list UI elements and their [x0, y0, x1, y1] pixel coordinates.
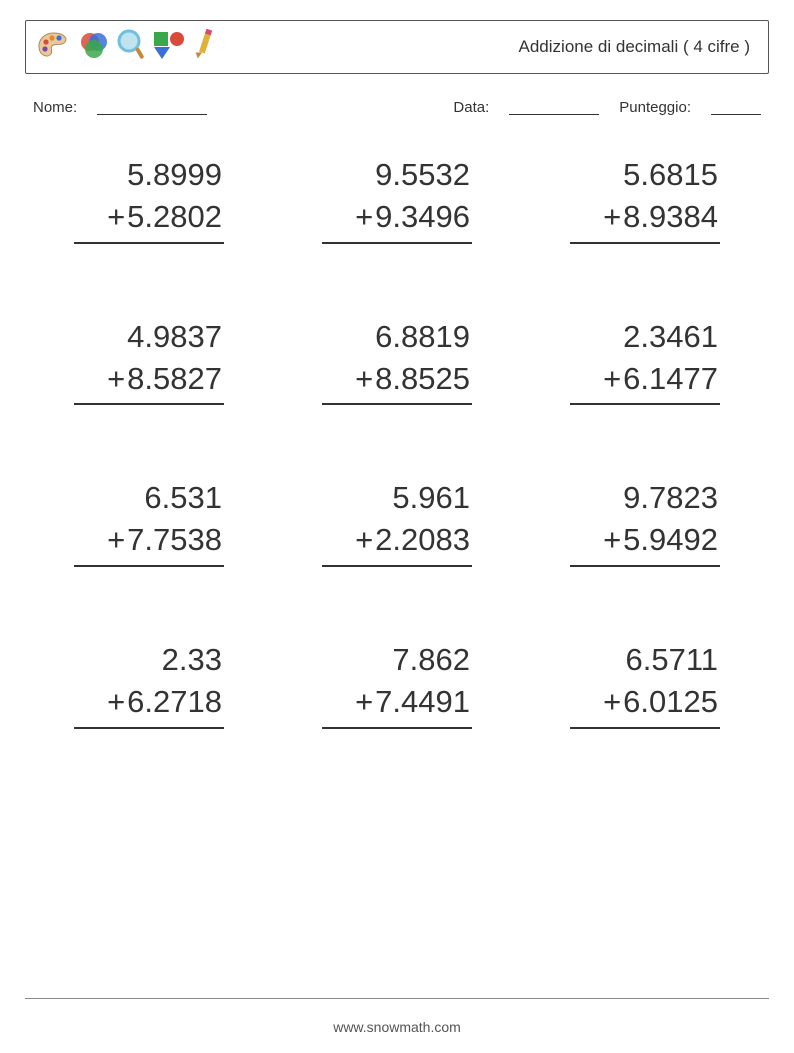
- answer-rule: [74, 242, 224, 244]
- problem-top: 6.5711: [625, 639, 720, 681]
- answer-rule: [570, 727, 720, 729]
- problem: 5.6815+8.9384: [570, 154, 720, 244]
- problem: 2.33 +6.2718: [74, 639, 224, 729]
- problem-operator: +: [603, 519, 621, 561]
- problem-bottom: 7.4491: [375, 681, 470, 723]
- problem-operator: +: [355, 519, 373, 561]
- answer-rule: [322, 565, 472, 567]
- answer-rule: [570, 242, 720, 244]
- answer-rule: [74, 565, 224, 567]
- date-label: Data:: [453, 99, 489, 116]
- answer-rule: [570, 403, 720, 405]
- problem-bottom: 5.2802: [127, 196, 222, 238]
- problem-bottom: 5.9492: [623, 519, 718, 561]
- venn-icon: [78, 30, 110, 65]
- problem: 9.7823+5.9492: [570, 477, 720, 567]
- name-label: Nome:: [33, 99, 77, 116]
- problem: 4.9837+8.5827: [74, 316, 224, 406]
- problem: 2.3461+6.1477: [570, 316, 720, 406]
- score-label: Punteggio:: [619, 99, 691, 116]
- problem-top: 7.862: [392, 639, 472, 681]
- answer-rule: [322, 403, 472, 405]
- answer-rule: [74, 403, 224, 405]
- problem-operator: +: [107, 681, 125, 723]
- worksheet-title: Addizione di decimali ( 4 cifre ): [519, 37, 750, 57]
- problem: 5.8999+5.2802: [74, 154, 224, 244]
- problem-operator: +: [355, 196, 373, 238]
- answer-rule: [570, 565, 720, 567]
- problem-operator: +: [107, 196, 125, 238]
- problems-grid: 5.8999+5.28029.5532+9.34965.6815+8.93844…: [25, 154, 769, 729]
- problem-bottom: 2.2083: [375, 519, 470, 561]
- problem-bottom: 8.9384: [623, 196, 718, 238]
- info-row: Nome: Data: Punteggio:: [25, 98, 769, 116]
- problem-top: 4.9837: [127, 316, 224, 358]
- problem-top: 2.3461: [623, 316, 720, 358]
- palette-icon: [36, 30, 72, 65]
- problem: 6.8819+8.8525: [322, 316, 472, 406]
- problem-operator: +: [107, 519, 125, 561]
- problem-bottom: 7.7538: [127, 519, 222, 561]
- problem-operator: +: [355, 681, 373, 723]
- problem-bottom: 8.5827: [127, 358, 222, 400]
- problem-top: 6.8819: [375, 316, 472, 358]
- problem-operator: +: [355, 358, 373, 400]
- problem-top: 5.961: [392, 477, 472, 519]
- problem: 6.531 +7.7538: [74, 477, 224, 567]
- problem-bottom: 9.3496: [375, 196, 470, 238]
- problem-bottom: 6.0125: [623, 681, 718, 723]
- problem-operator: +: [603, 681, 621, 723]
- problem-operator: +: [603, 196, 621, 238]
- score-blank[interactable]: [711, 101, 761, 115]
- footer-text: www.snowmath.com: [0, 1019, 794, 1035]
- problem: 6.5711+6.0125: [570, 639, 720, 729]
- answer-rule: [74, 727, 224, 729]
- problem-bottom: 6.2718: [127, 681, 222, 723]
- footer-rule: [25, 998, 769, 999]
- pencil-icon: [192, 27, 218, 68]
- problem-top: 5.6815: [623, 154, 720, 196]
- date-blank[interactable]: [509, 101, 599, 115]
- answer-rule: [322, 727, 472, 729]
- problem-top: 6.531: [144, 477, 224, 519]
- problem-bottom: 8.8525: [375, 358, 470, 400]
- problem-operator: +: [603, 358, 621, 400]
- answer-rule: [322, 242, 472, 244]
- problem-bottom: 6.1477: [623, 358, 718, 400]
- name-blank[interactable]: [97, 101, 207, 115]
- problem-top: 9.5532: [375, 154, 472, 196]
- problem-top: 9.7823: [623, 477, 720, 519]
- problem: 9.5532+9.3496: [322, 154, 472, 244]
- worksheet-page: Addizione di decimali ( 4 cifre ) Nome: …: [0, 0, 794, 1053]
- magnifier-icon: [116, 28, 146, 67]
- shapes-icon: [152, 29, 186, 66]
- problem-top: 5.8999: [127, 154, 224, 196]
- problem: 7.862 +7.4491: [322, 639, 472, 729]
- header-box: Addizione di decimali ( 4 cifre ): [25, 20, 769, 74]
- problem-operator: +: [107, 358, 125, 400]
- problem-top: 2.33: [162, 639, 224, 681]
- problem: 5.961 +2.2083: [322, 477, 472, 567]
- logo-strip: [36, 27, 218, 68]
